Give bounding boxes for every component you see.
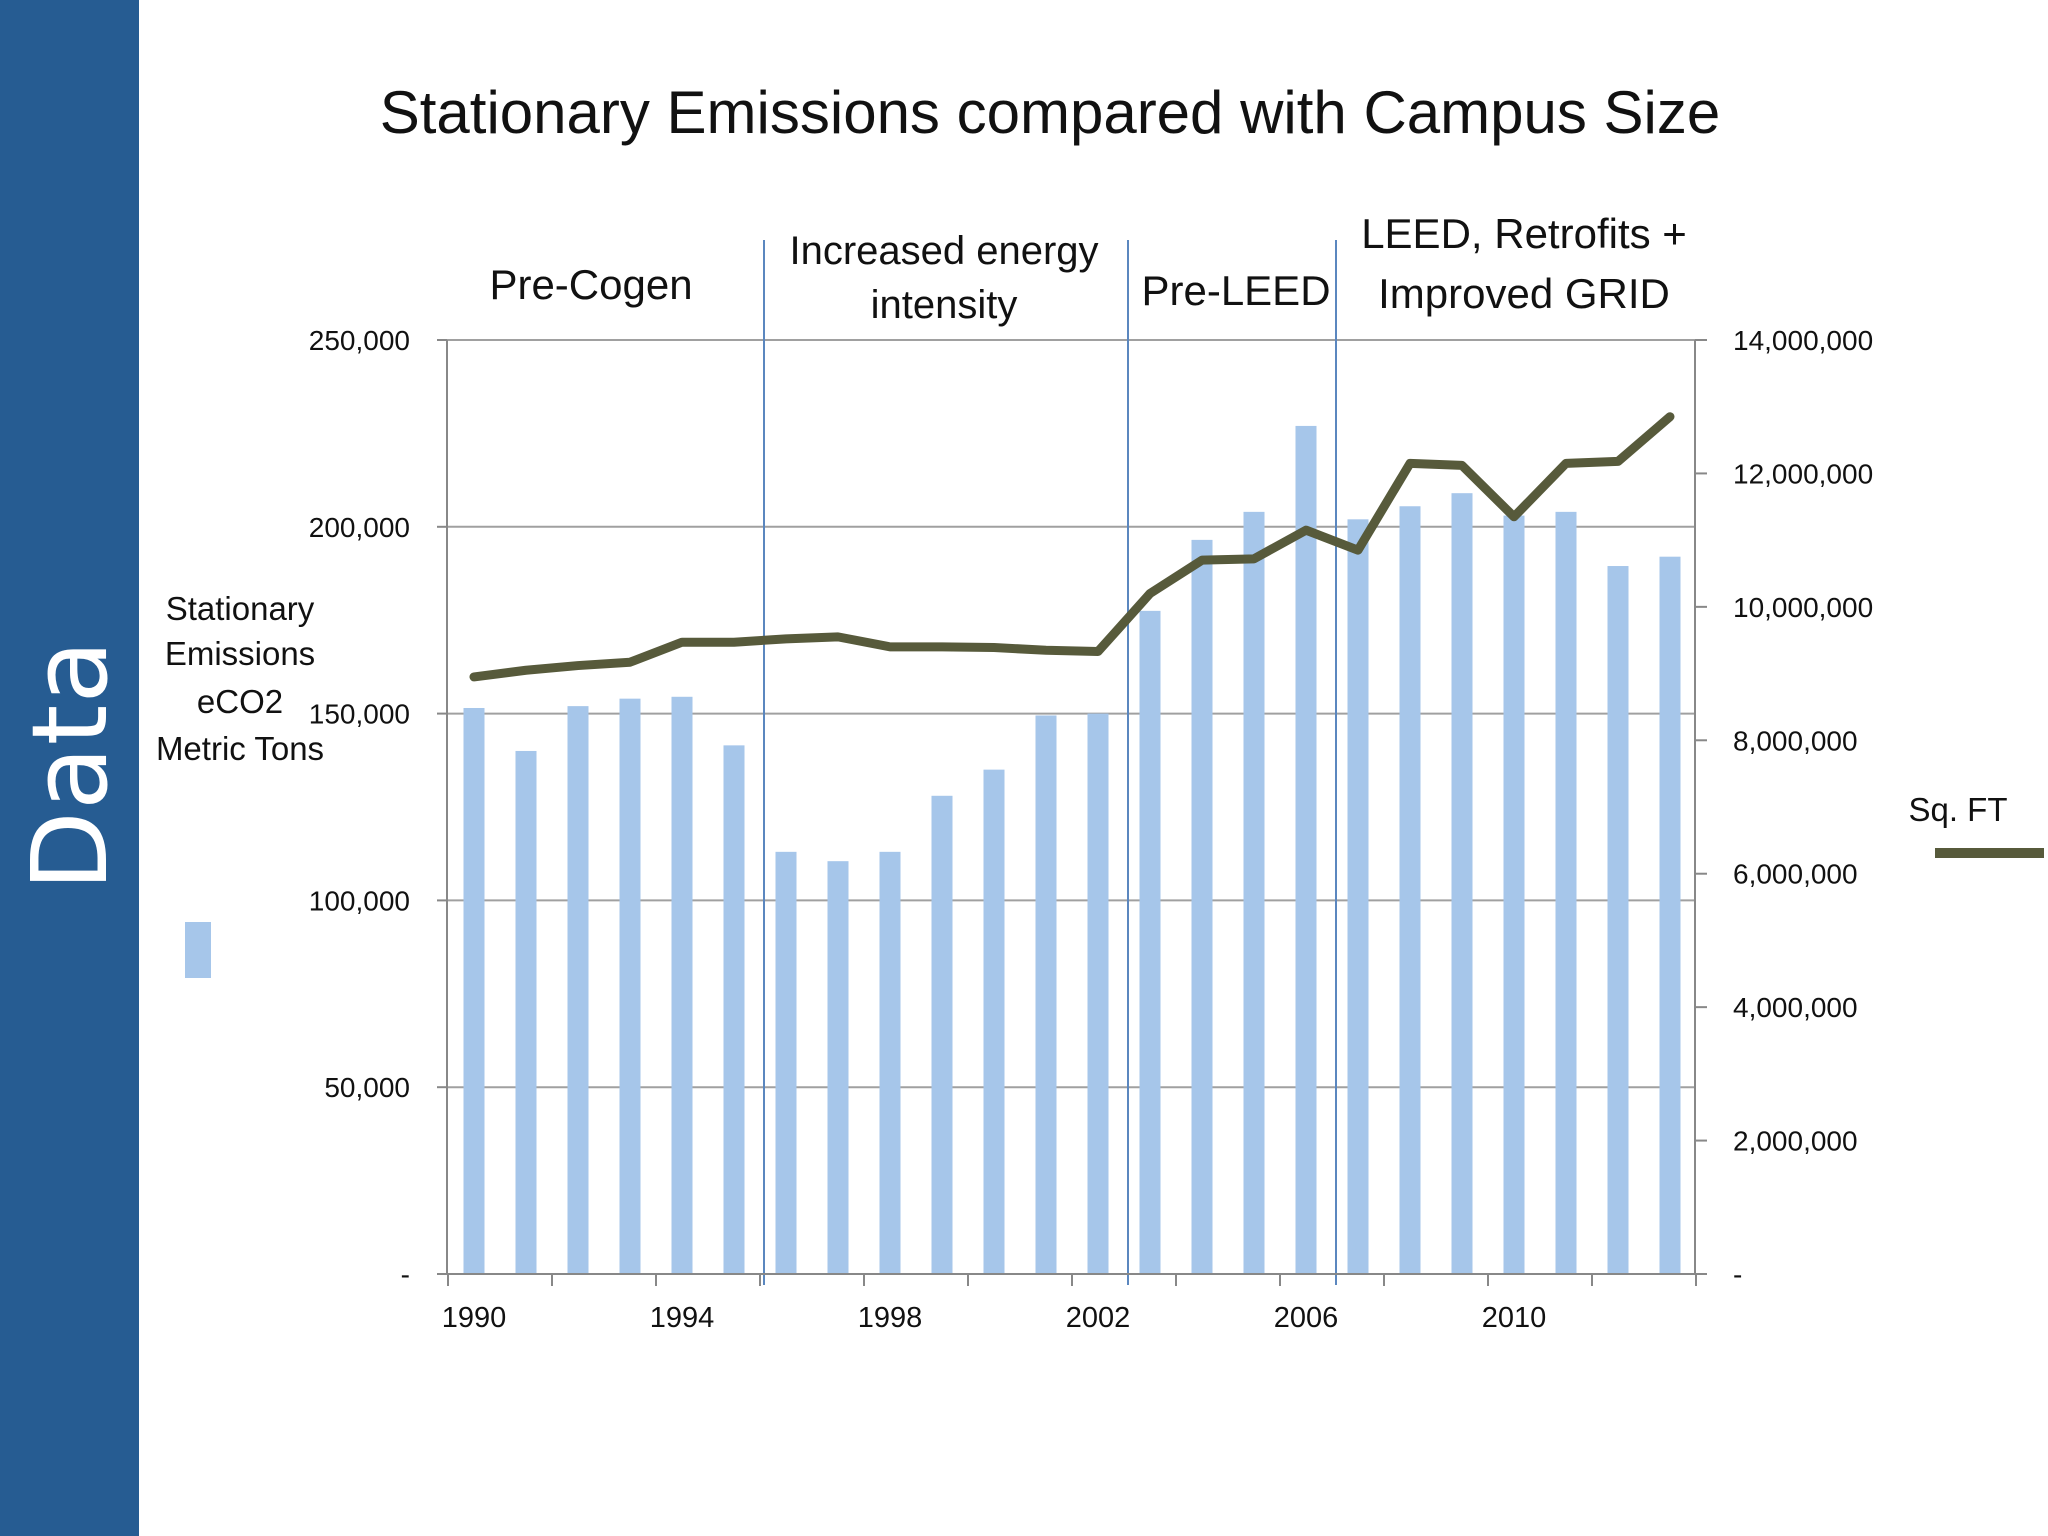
bar — [567, 706, 589, 1274]
bar — [1503, 515, 1525, 1274]
right-tick-label: 12,000,000 — [1733, 458, 1873, 489]
period-label: LEED, Retrofits + — [1361, 210, 1687, 257]
x-tick-label: 2006 — [1274, 1302, 1339, 1334]
axis-layer — [437, 339, 1707, 1286]
period-label: Improved GRID — [1378, 270, 1670, 317]
left-tick-label: - — [401, 1259, 410, 1290]
period-label: Pre-LEED — [1141, 267, 1330, 314]
bar — [671, 696, 693, 1274]
line-layer — [469, 412, 1675, 682]
period-label: Pre-Cogen — [489, 261, 692, 308]
bar — [1451, 493, 1473, 1274]
left-tick-label: 50,000 — [324, 1072, 410, 1103]
bar — [1191, 539, 1213, 1274]
period-label: Increased energy — [789, 229, 1098, 273]
bar — [879, 851, 901, 1274]
bar — [1139, 610, 1161, 1274]
chart-title: Stationary Emissions compared with Campu… — [379, 79, 1721, 146]
left-tick-label: 150,000 — [309, 699, 410, 730]
bar — [931, 795, 953, 1274]
period-label: intensity — [871, 283, 1018, 327]
bar — [1243, 511, 1265, 1275]
left-tick-label: 100,000 — [309, 885, 410, 916]
right-tick-label: 8,000,000 — [1733, 725, 1858, 756]
text-layer: - 50,000 100,000 150,000 200,000 250,000 - 2,00… — [156, 210, 2044, 1334]
x-tick-label: 2010 — [1482, 1302, 1547, 1334]
bar — [619, 698, 641, 1274]
bar-layer — [463, 425, 1681, 1275]
bar — [1347, 519, 1369, 1274]
left-axis-label: Emissions — [165, 635, 315, 672]
bar — [1399, 506, 1421, 1274]
divider-layer — [763, 240, 1337, 1285]
left-tick-label: 200,000 — [309, 512, 410, 543]
bar — [1035, 715, 1057, 1274]
x-tick-label: 2002 — [1066, 1302, 1131, 1334]
bar — [463, 707, 485, 1274]
right-tick-label: - — [1733, 1259, 1742, 1290]
right-tick-label: 10,000,000 — [1733, 592, 1873, 623]
left-axis-label: Metric Tons — [156, 730, 324, 767]
right-tick-label: 2,000,000 — [1733, 1126, 1858, 1157]
bar — [723, 745, 745, 1274]
x-tick-label: 1990 — [442, 1302, 507, 1334]
bar — [1295, 425, 1317, 1275]
bar — [1607, 566, 1629, 1274]
legend-line-label: Sq. FT — [1908, 791, 2007, 828]
legend-bar-swatch — [185, 922, 211, 978]
right-tick-label: 4,000,000 — [1733, 992, 1858, 1023]
left-axis-label: Stationary — [166, 590, 315, 627]
bar — [775, 851, 797, 1274]
x-tick-label: 1998 — [858, 1302, 923, 1334]
left-axis-label: eCO2 — [197, 683, 283, 720]
bar — [515, 750, 537, 1274]
right-tick-label: 14,000,000 — [1733, 325, 1873, 356]
bar — [983, 769, 1005, 1274]
bar — [1555, 511, 1577, 1275]
right-tick-label: 6,000,000 — [1733, 859, 1858, 890]
bar — [1087, 713, 1109, 1274]
sidebar: Data — [0, 0, 139, 1536]
line-series-sq-ft — [469, 412, 1675, 682]
bar — [1659, 556, 1681, 1274]
left-tick-label: 250,000 — [309, 325, 410, 356]
bar — [827, 861, 849, 1274]
x-tick-label: 1994 — [650, 1302, 715, 1334]
